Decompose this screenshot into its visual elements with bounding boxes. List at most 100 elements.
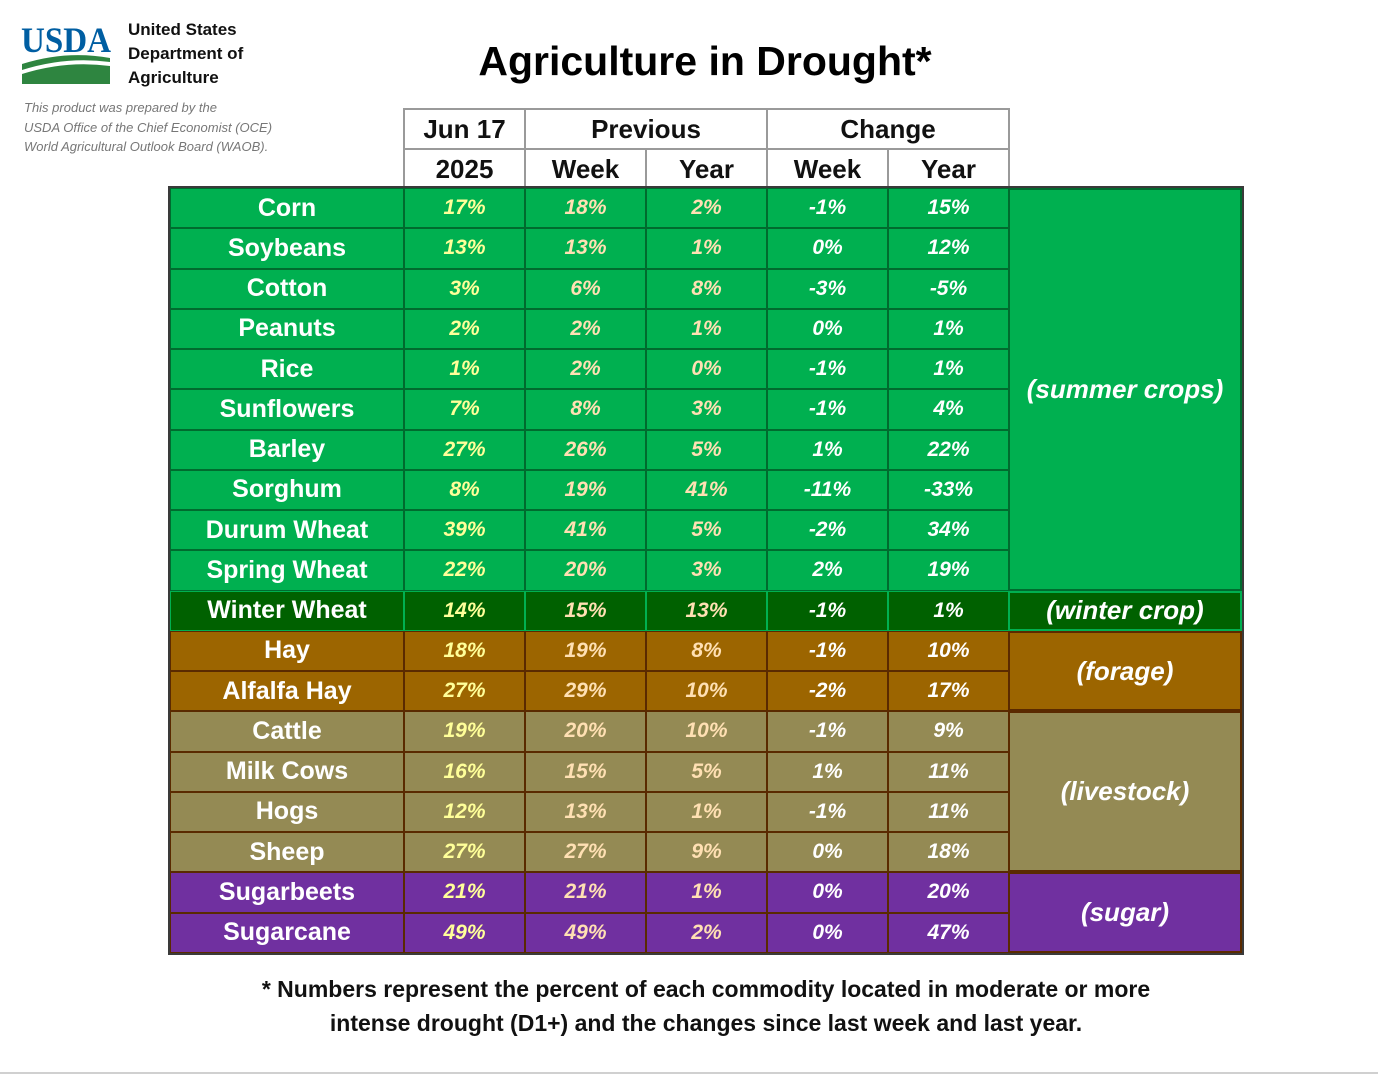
header-sub-3: Week — [766, 148, 889, 190]
value-cell-0: 27% — [404, 429, 525, 470]
value-cell-1: 15% — [525, 590, 646, 631]
value-cell-2: 1% — [646, 791, 767, 832]
value-cell-0: 19% — [404, 711, 525, 752]
value-cell-3: -1% — [767, 791, 888, 832]
table-row: Barley 27% 26% 5% 1% 22% — [170, 429, 1242, 470]
header-change: Change — [766, 108, 1010, 150]
value-cell-1: 13% — [525, 228, 646, 269]
header-sub-2: Year — [645, 148, 768, 190]
value-cell-3: -1% — [767, 389, 888, 430]
drought-table: Corn 17% 18% 2% -1% 15% Soybeans 13% 13% 1% 0% 12% C… — [168, 186, 1244, 955]
group-label: (forage) — [1008, 630, 1242, 712]
commodity-name: Peanuts — [170, 308, 404, 349]
commodity-name: Corn — [170, 188, 404, 229]
table-row: Winter Wheat 14% 15% 13% -1% 1% — [170, 590, 1242, 631]
value-cell-3: -1% — [767, 349, 888, 390]
value-cell-0: 7% — [404, 389, 525, 430]
value-cell-3: -1% — [767, 590, 888, 631]
value-cell-4: 12% — [888, 228, 1009, 269]
commodity-name: Milk Cows — [170, 751, 404, 792]
value-cell-3: -1% — [767, 630, 888, 671]
value-cell-0: 1% — [404, 349, 525, 390]
value-cell-3: -2% — [767, 510, 888, 551]
footnote-line-1: * Numbers represent the percent of each … — [261, 976, 1151, 1002]
table-row: Sugarbeets 21% 21% 1% 0% 20% — [170, 872, 1242, 913]
table-row: Milk Cows 16% 15% 5% 1% 11% — [170, 751, 1242, 792]
footnote: * Numbers represent the percent of each … — [170, 972, 1242, 1040]
value-cell-0: 12% — [404, 791, 525, 832]
value-cell-2: 3% — [646, 389, 767, 430]
commodity-name: Spring Wheat — [170, 550, 404, 591]
value-cell-2: 8% — [646, 268, 767, 309]
value-cell-1: 29% — [525, 671, 646, 712]
value-cell-4: 20% — [888, 872, 1009, 913]
commodity-name: Alfalfa Hay — [170, 671, 404, 712]
table-row: Hay 18% 19% 8% -1% 10% — [170, 630, 1242, 671]
header-date: Jun 17 — [403, 108, 526, 150]
org-line-3: Agriculture — [128, 68, 219, 87]
table-row: Soybeans 13% 13% 1% 0% 12% — [170, 228, 1242, 269]
logo-field-icon-lower — [22, 64, 110, 84]
commodity-name: Cattle — [170, 711, 404, 752]
usda-logo: USDA — [21, 20, 111, 84]
group-label: (winter crop) — [1008, 590, 1242, 631]
table-row: Sunflowers 7% 8% 3% -1% 4% — [170, 389, 1242, 430]
commodity-name: Barley — [170, 429, 404, 470]
value-cell-2: 8% — [646, 630, 767, 671]
value-cell-4: 17% — [888, 671, 1009, 712]
commodity-name: Sorghum — [170, 469, 404, 510]
value-cell-1: 26% — [525, 429, 646, 470]
value-cell-4: 47% — [888, 912, 1009, 953]
value-cell-4: 9% — [888, 711, 1009, 752]
value-cell-2: 41% — [646, 469, 767, 510]
credit-line-2: USDA Office of the Chief Economist (OCE) — [24, 119, 273, 135]
value-cell-0: 17% — [404, 188, 525, 229]
value-cell-1: 18% — [525, 188, 646, 229]
value-cell-1: 13% — [525, 791, 646, 832]
commodity-name: Hogs — [170, 791, 404, 832]
commodity-name: Winter Wheat — [170, 590, 404, 631]
value-cell-4: -5% — [888, 268, 1009, 309]
table-row: Cattle 19% 20% 10% -1% 9% — [170, 711, 1242, 752]
group-label: (sugar) — [1008, 872, 1242, 953]
value-cell-3: 0% — [767, 832, 888, 873]
value-cell-1: 20% — [525, 711, 646, 752]
value-cell-0: 27% — [404, 671, 525, 712]
organization-name: United States Department of Agriculture — [128, 18, 243, 90]
footnote-line-2: intense drought (D1+) and the changes si… — [329, 1010, 1083, 1036]
value-cell-2: 10% — [646, 671, 767, 712]
value-cell-4: 4% — [888, 389, 1009, 430]
org-line-1: United States — [128, 20, 237, 39]
value-cell-4: 15% — [888, 188, 1009, 229]
org-line-2: Department of — [128, 44, 244, 63]
credit-line-3: World Agricultural Outlook Board (WAOB). — [24, 139, 269, 154]
commodity-name: Cotton — [170, 268, 404, 309]
value-cell-3: 0% — [767, 872, 888, 913]
table-row: Hogs 12% 13% 1% -1% 11% — [170, 791, 1242, 832]
value-cell-3: -2% — [767, 671, 888, 712]
value-cell-2: 1% — [646, 308, 767, 349]
value-cell-2: 5% — [646, 751, 767, 792]
table-row: Sheep 27% 27% 9% 0% 18% — [170, 832, 1242, 873]
value-cell-2: 2% — [646, 188, 767, 229]
table-row: Peanuts 2% 2% 1% 0% 1% — [170, 308, 1242, 349]
value-cell-3: -3% — [767, 268, 888, 309]
value-cell-2: 1% — [646, 872, 767, 913]
credit-note: This product was prepared by the USDA Of… — [24, 98, 272, 157]
value-cell-3: -1% — [767, 711, 888, 752]
value-cell-4: 1% — [888, 349, 1009, 390]
value-cell-1: 21% — [525, 872, 646, 913]
value-cell-1: 6% — [525, 268, 646, 309]
value-cell-4: 11% — [888, 791, 1009, 832]
value-cell-3: 1% — [767, 429, 888, 470]
value-cell-3: 2% — [767, 550, 888, 591]
logo-field-icon — [22, 55, 110, 70]
table-row: Spring Wheat 22% 20% 3% 2% 19% — [170, 550, 1242, 591]
value-cell-2: 1% — [646, 228, 767, 269]
page-divider — [0, 1072, 1378, 1074]
table-row: Alfalfa Hay 27% 29% 10% -2% 17% — [170, 671, 1242, 712]
value-cell-0: 3% — [404, 268, 525, 309]
value-cell-1: 49% — [525, 912, 646, 953]
credit-line-1: This product was prepared by the — [24, 100, 217, 115]
value-cell-2: 3% — [646, 550, 767, 591]
